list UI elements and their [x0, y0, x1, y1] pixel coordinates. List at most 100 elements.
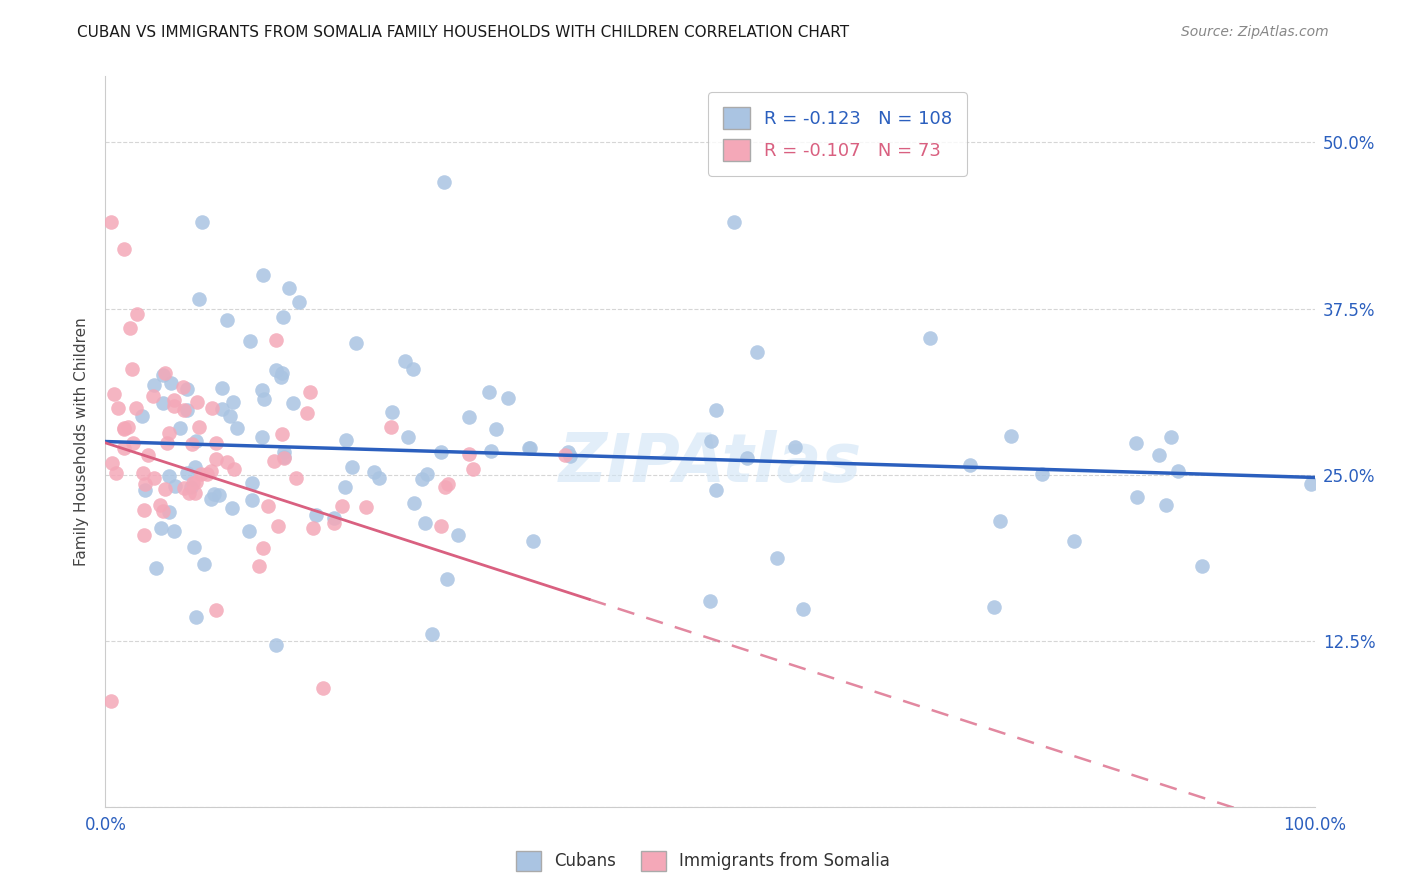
Point	[134, 483, 156, 498]
Point	[225, 420, 247, 434]
Legend: Cubans, Immigrants from Somalia: Cubans, Immigrants from Somalia	[508, 842, 898, 880]
Point	[312, 681, 335, 695]
Point	[153, 482, 176, 496]
Point	[186, 395, 208, 409]
Point	[156, 435, 179, 450]
Point	[180, 480, 202, 494]
Point	[420, 627, 443, 641]
Point	[105, 466, 128, 480]
Point	[221, 500, 243, 515]
Point	[252, 541, 274, 555]
Point	[205, 603, 228, 617]
Point	[288, 294, 311, 309]
Point	[433, 175, 456, 189]
Point	[121, 362, 143, 376]
Point	[176, 403, 198, 417]
Point	[458, 409, 481, 424]
Point	[381, 405, 404, 419]
Point	[163, 399, 186, 413]
Point	[125, 401, 148, 415]
Point	[100, 694, 122, 708]
Point	[112, 441, 135, 455]
Point	[297, 406, 319, 420]
Point	[134, 477, 156, 491]
Point	[335, 433, 357, 447]
Point	[200, 464, 222, 478]
Point	[273, 450, 295, 465]
Point	[132, 528, 155, 542]
Point	[485, 422, 508, 436]
Point	[354, 500, 377, 514]
Point	[1149, 449, 1171, 463]
Point	[188, 292, 211, 306]
Point	[184, 475, 207, 489]
Point	[239, 334, 262, 348]
Point	[145, 560, 167, 574]
Point	[250, 383, 273, 397]
Point	[100, 215, 122, 229]
Point	[132, 503, 155, 517]
Point	[299, 385, 322, 400]
Point	[112, 242, 135, 256]
Point	[983, 600, 1005, 615]
Point	[103, 387, 125, 401]
Point	[1299, 476, 1322, 491]
Point	[273, 450, 295, 465]
Point	[519, 441, 541, 455]
Point	[211, 381, 233, 395]
Point	[131, 409, 153, 423]
Point	[263, 454, 285, 468]
Point	[184, 460, 207, 475]
Point	[184, 434, 207, 448]
Point	[959, 458, 981, 473]
Point	[157, 468, 180, 483]
Point	[112, 420, 135, 434]
Point	[783, 441, 806, 455]
Point	[267, 519, 290, 533]
Point	[302, 521, 325, 535]
Point	[560, 450, 582, 464]
Point	[281, 395, 304, 409]
Point	[172, 380, 194, 394]
Point	[765, 551, 787, 566]
Point	[323, 511, 346, 525]
Point	[447, 528, 470, 542]
Point	[143, 471, 166, 485]
Point	[1191, 559, 1213, 574]
Point	[1031, 467, 1053, 481]
Point	[340, 460, 363, 475]
Point	[1063, 534, 1085, 549]
Point	[143, 378, 166, 392]
Point	[163, 524, 186, 538]
Point	[177, 486, 200, 500]
Point	[747, 344, 769, 359]
Point	[402, 496, 425, 510]
Point	[478, 384, 501, 399]
Point	[699, 594, 721, 608]
Point	[278, 281, 301, 295]
Point	[457, 447, 479, 461]
Point	[184, 609, 207, 624]
Point	[160, 376, 183, 390]
Point	[735, 450, 758, 465]
Point	[264, 638, 287, 652]
Point	[333, 480, 356, 494]
Point	[163, 392, 186, 407]
Point	[1167, 464, 1189, 478]
Point	[498, 391, 520, 405]
Point	[402, 362, 425, 376]
Point	[157, 425, 180, 440]
Point	[176, 467, 198, 481]
Point	[284, 471, 307, 485]
Point	[117, 420, 139, 434]
Point	[173, 481, 195, 495]
Point	[183, 476, 205, 491]
Point	[330, 499, 353, 513]
Point	[519, 441, 541, 455]
Text: Source: ZipAtlas.com: Source: ZipAtlas.com	[1181, 25, 1329, 39]
Point	[163, 479, 186, 493]
Point	[522, 533, 544, 548]
Point	[416, 467, 439, 481]
Point	[191, 215, 214, 229]
Point	[187, 420, 209, 434]
